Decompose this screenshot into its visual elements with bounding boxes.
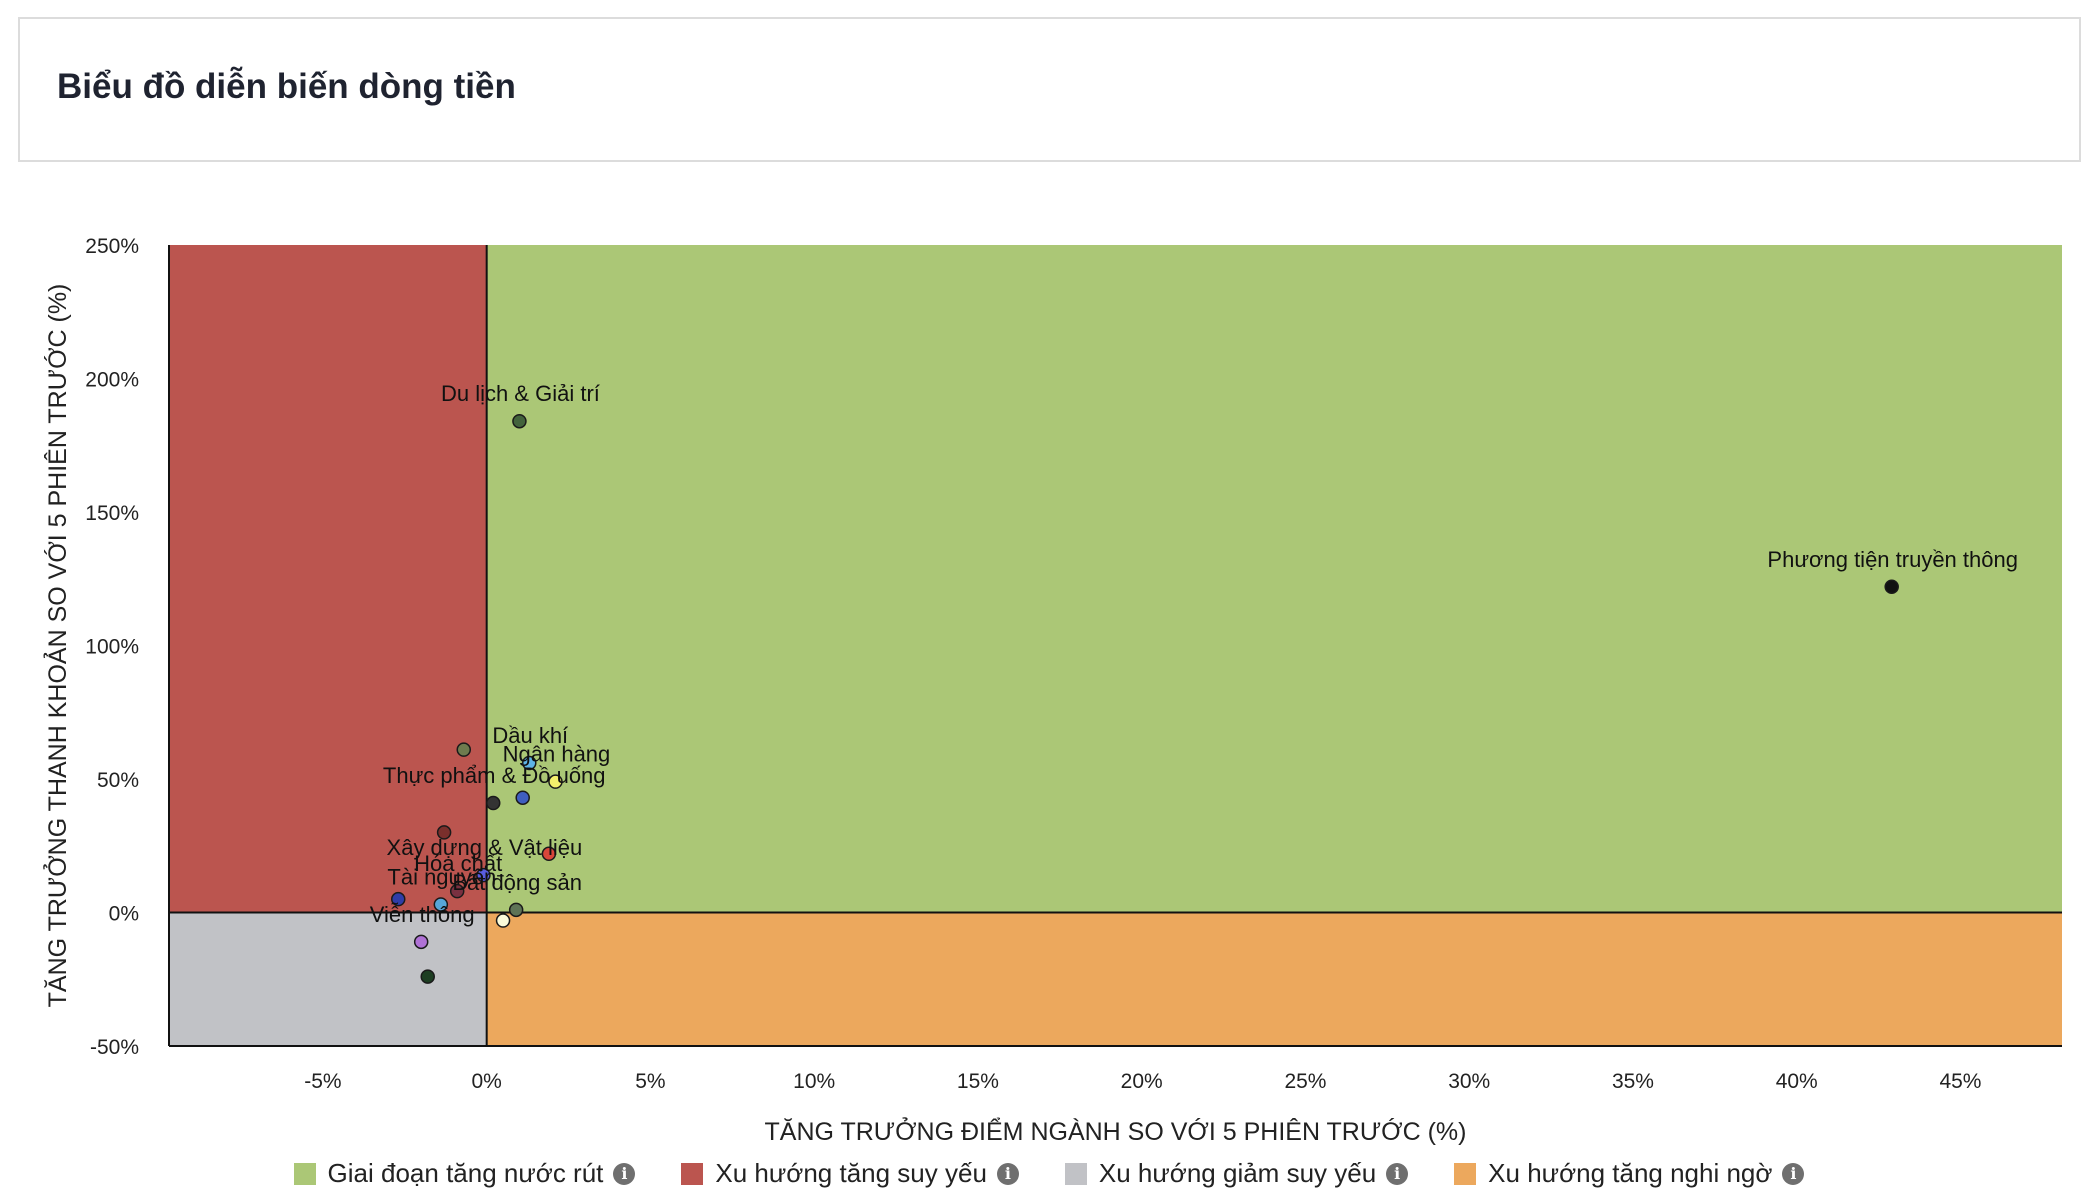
quadrant-giai-doan-tang-nuoc-rut — [486, 245, 2063, 913]
x-tick-label: 35% — [1612, 1070, 1654, 1093]
legend-label: Xu hướng tăng nghi ngờ — [1488, 1158, 1773, 1188]
legend: Giai đoạn tăng nước rút i Xu hướng tăng su… — [0, 1158, 2098, 1189]
data-point[interactable] — [456, 742, 472, 757]
quadrant-xu-huong-tang-nghi-ngo — [486, 912, 2063, 1046]
data-label-dau-khi: Dầu khí — [492, 723, 568, 748]
y-tick-label: 150% — [85, 502, 139, 525]
info-icon[interactable]: i — [613, 1162, 636, 1185]
data-label-bat-dong-san: Bất động sản — [452, 870, 582, 895]
data-label-vien-thong: Viễn thông — [370, 902, 475, 927]
data-point-dau-khi[interactable] — [522, 755, 537, 771]
point-layer — [391, 413, 1899, 984]
quadrant-xu-huong-giam-suy-yeu — [169, 912, 487, 1046]
quadrant-layer — [169, 245, 2063, 1046]
data-point[interactable] — [495, 913, 511, 928]
data-label-phuong-tien-truyen-thong: Phương tiện truyền thông — [1767, 547, 2018, 572]
data-point[interactable] — [515, 790, 530, 805]
quadrant-xu-huong-tang-suy-yeu — [169, 245, 487, 913]
x-tick-label: 45% — [1939, 1070, 1981, 1093]
x-tick-label: -5% — [304, 1070, 341, 1093]
data-point[interactable] — [391, 891, 406, 907]
x-tick-label: 10% — [793, 1070, 835, 1093]
page-title: Biểu đồ diễn biến dòng tiền — [57, 67, 516, 106]
data-label-du-lich-giai-tri: Du lịch & Giải trí — [441, 381, 600, 406]
data-point-hoa-chat[interactable] — [449, 883, 465, 899]
data-label-thuc-pham-do-uong: Thực phẩm & Đồ uống — [383, 763, 606, 788]
x-tick-label: 30% — [1448, 1070, 1490, 1093]
label-layer: Du lịch & Giải trí Phương tiện truyền thô… — [370, 381, 2018, 927]
data-point-tai-nguyen[interactable] — [433, 897, 449, 912]
legend-label: Xu hướng tăng suy yếu — [715, 1158, 987, 1188]
axis-layer: -5% 0% 5% 10% 15% 20% 25% 30% 35% 40% 45% -50% 0% 50%… — [85, 235, 2062, 1093]
header-card: Biểu đồ diễn biến dòng tiền — [18, 17, 2081, 162]
legend-item-xu-huong-tang-nghi-ngo[interactable]: Xu hướng tăng nghi ngờ i — [1454, 1158, 1805, 1189]
data-point-xay-dung-vat-lieu[interactable] — [476, 867, 491, 883]
data-label-ngan-hang: Ngân hàng — [503, 742, 611, 767]
x-tick-label: 0% — [472, 1070, 502, 1093]
x-tick-label: 25% — [1284, 1070, 1326, 1093]
legend-swatch — [1454, 1162, 1477, 1185]
data-point-phuong-tien-truyen-thong[interactable] — [1884, 579, 1899, 595]
y-tick-label: 200% — [85, 369, 139, 392]
info-icon[interactable]: i — [1782, 1162, 1805, 1185]
x-tick-label: 40% — [1776, 1070, 1818, 1093]
x-tick-label: 5% — [635, 1070, 665, 1093]
info-icon[interactable]: i — [1386, 1162, 1409, 1185]
data-point-ngan-hang[interactable] — [548, 774, 563, 789]
data-point[interactable] — [541, 846, 557, 862]
y-tick-label: 50% — [97, 769, 139, 792]
info-icon[interactable]: i — [996, 1162, 1019, 1185]
y-tick-label: 0% — [109, 903, 139, 926]
x-tick-label: 20% — [1121, 1070, 1163, 1093]
x-tick-label: 15% — [957, 1070, 999, 1093]
data-label-hoa-chat: Hóa chất — [414, 851, 502, 876]
legend-item-xu-huong-tang-suy-yeu[interactable]: Xu hướng tăng suy yếu i — [681, 1158, 1019, 1189]
legend-item-giai-doan-tang-nuoc-rut[interactable]: Giai đoạn tăng nước rút i — [293, 1158, 636, 1189]
legend-label: Xu hướng giảm suy yếu — [1098, 1158, 1377, 1188]
y-tick-label: 100% — [85, 636, 139, 659]
data-point-thuc-pham-do-uong[interactable] — [485, 795, 501, 811]
legend-item-xu-huong-giam-suy-yeu[interactable]: Xu hướng giảm suy yếu i — [1064, 1158, 1409, 1189]
data-point-vien-thong[interactable] — [413, 934, 429, 950]
legend-swatch — [1064, 1162, 1087, 1185]
data-label-tai-nguyen: Tài nguyên — [387, 864, 496, 889]
legend-label: Giai đoạn tăng nước rút — [327, 1158, 604, 1188]
data-label-xay-dung-vat-lieu: Xây dựng & Vật liệu — [387, 835, 583, 860]
y-tick-label: 250% — [85, 235, 139, 258]
legend-swatch — [293, 1162, 316, 1185]
x-axis-title: TĂNG TRƯỞNG ĐIỂM NGÀNH SO VỚI 5 PHIÊN TR… — [765, 1116, 1467, 1146]
data-point-du-lich-giai-tri[interactable] — [512, 413, 527, 429]
data-point-bat-dong-san[interactable] — [508, 902, 524, 918]
data-point[interactable] — [420, 969, 435, 984]
y-tick-label: -50% — [90, 1036, 139, 1059]
data-point[interactable] — [436, 825, 452, 840]
legend-swatch — [681, 1162, 704, 1185]
y-axis-title: TĂNG TRƯỞNG THANH KHOẢN SO VỚI 5 PHIÊN T… — [42, 284, 72, 1008]
